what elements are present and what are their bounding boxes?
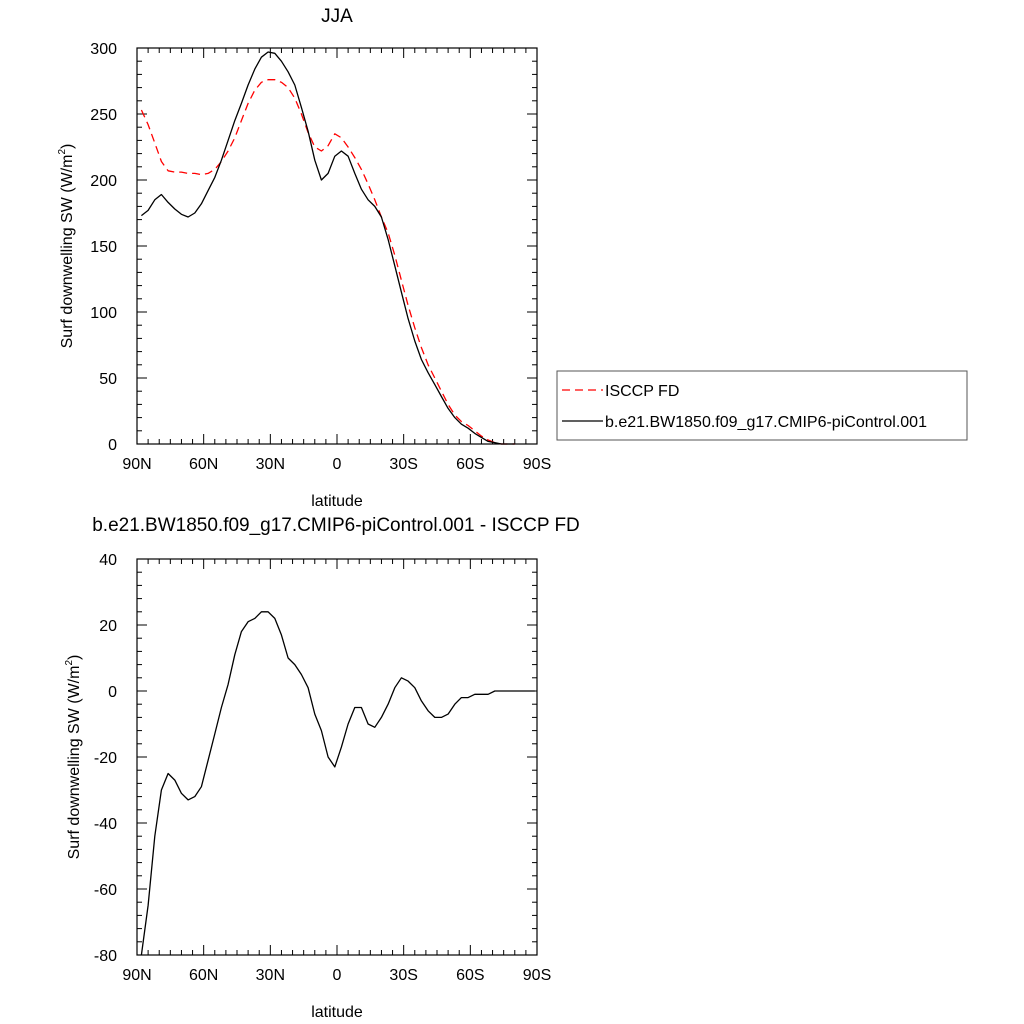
y-tick-label: -20 — [94, 750, 117, 767]
plot-frame — [136, 47, 538, 445]
legend: ISCCP FD b.e21.BW1850.f09_g17.CMIP6-piCon… — [556, 370, 968, 441]
x-tick-label: 90N — [122, 456, 151, 473]
x-tick-label: 60N — [189, 967, 218, 984]
y-tick-label: 20 — [99, 618, 117, 635]
series-line-difference — [140, 611, 535, 956]
x-tick-label: 60S — [456, 967, 484, 984]
x-tick-label: 60N — [189, 456, 218, 473]
series-line-model — [141, 51, 515, 445]
y-axis-label-main: Surf downwelling SW (W/m — [59, 155, 76, 349]
y-axis-label-close: ) — [66, 655, 83, 660]
y-tick-label: 50 — [99, 371, 117, 388]
legend-label: b.e21.BW1850.f09_g17.CMIP6-piControl.001 — [605, 414, 927, 431]
x-tick-label: 90N — [122, 967, 151, 984]
chart-title: b.e21.BW1850.f09_g17.CMIP6-piControl.001… — [92, 515, 580, 536]
x-tick-label: 30N — [256, 967, 285, 984]
x-axis-label: latitude — [311, 493, 363, 510]
plot-frame — [136, 558, 538, 956]
chart-panel-2: b.e21.BW1850.f09_g17.CMIP6-piControl.001… — [64, 515, 580, 1021]
y-axis-label: Surf downwelling SW (W/m2) — [64, 655, 83, 860]
x-tick-label: 30N — [256, 456, 285, 473]
legend-label: ISCCP FD — [605, 383, 679, 400]
y-axis-label-superscript: 2 — [64, 660, 75, 666]
x-tick-label: 90S — [523, 967, 551, 984]
y-axis-label-main: Surf downwelling SW (W/m — [66, 666, 83, 860]
y-tick-label: 100 — [90, 305, 117, 322]
chart-title: JJA — [321, 6, 353, 27]
y-axis-label-close: ) — [59, 144, 76, 149]
y-axis-label-superscript: 2 — [57, 149, 68, 155]
series-line-obs — [140, 79, 515, 445]
legend-box — [556, 370, 968, 441]
y-tick-label: 40 — [99, 552, 117, 569]
x-tick-label: 0 — [333, 967, 342, 984]
chart-panel-1: JJA 90N 60N 30N 0 30S 60S 90S 0 50 100 150 200 250 300… — [57, 6, 968, 510]
x-tick-label: 30S — [389, 456, 417, 473]
y-tick-label: -40 — [94, 816, 117, 833]
y-tick-label: 0 — [108, 684, 117, 701]
y-tick-label: -80 — [94, 948, 117, 965]
y-tick-label: 0 — [108, 437, 117, 454]
x-tick-label: 30S — [389, 967, 417, 984]
y-axis-label: Surf downwelling SW (W/m2) — [57, 144, 76, 349]
y-tick-label: 300 — [90, 41, 117, 58]
x-tick-label: 60S — [456, 456, 484, 473]
y-tick-label: 150 — [90, 239, 117, 256]
y-tick-label: 200 — [90, 173, 117, 190]
y-tick-label: -60 — [94, 882, 117, 899]
y-tick-label: 250 — [90, 107, 117, 124]
x-tick-label: 90S — [523, 456, 551, 473]
x-tick-label: 0 — [333, 456, 342, 473]
x-axis-label: latitude — [311, 1004, 363, 1021]
